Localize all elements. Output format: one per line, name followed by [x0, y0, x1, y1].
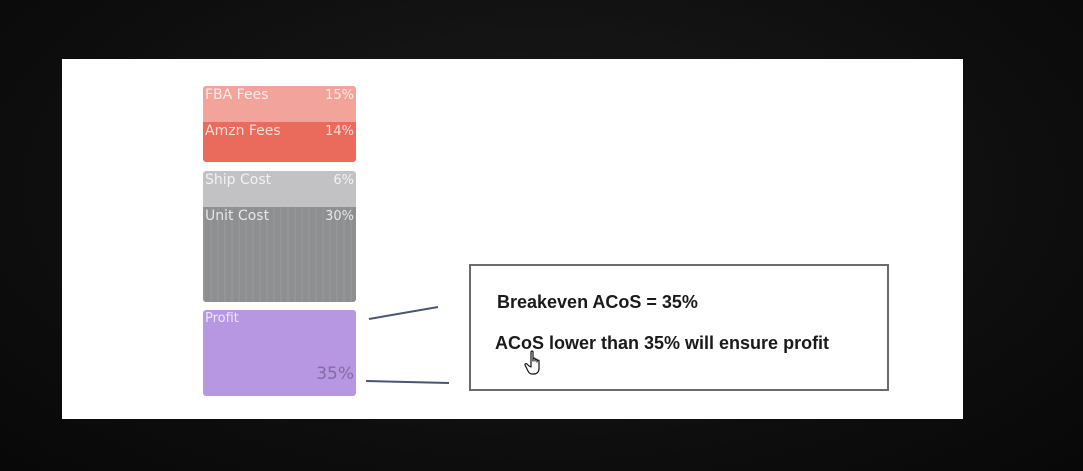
- profit-label: Profit: [205, 311, 239, 326]
- unit-cost-label: Unit Cost: [205, 208, 270, 224]
- ship-cost-block: Ship Cost 6%: [203, 171, 356, 207]
- callout-heading: Breakeven ACoS = 35%: [497, 292, 698, 312]
- unit-cost-block: Unit Cost 30%: [203, 207, 356, 302]
- profit-block: Profit 35%: [203, 310, 356, 396]
- amzn-fees-percent: 14%: [325, 124, 354, 139]
- ship-cost-percent: 6%: [333, 173, 354, 188]
- fba-fees-percent: 15%: [325, 88, 354, 103]
- amzn-fees-label: Amzn Fees: [205, 123, 281, 139]
- callout-body: ACoS lower than 35% will ensure profit: [495, 333, 830, 353]
- amzn-fees-block: Amzn Fees 14%: [203, 122, 356, 162]
- profit-percent: 35%: [316, 364, 354, 384]
- ship-cost-label: Ship Cost: [205, 172, 272, 188]
- fba-fees-label: FBA Fees: [205, 87, 269, 103]
- unit-cost-percent: 30%: [325, 209, 354, 224]
- fba-fees-block: FBA Fees 15%: [203, 86, 356, 122]
- hand-pointer-icon: [524, 350, 540, 375]
